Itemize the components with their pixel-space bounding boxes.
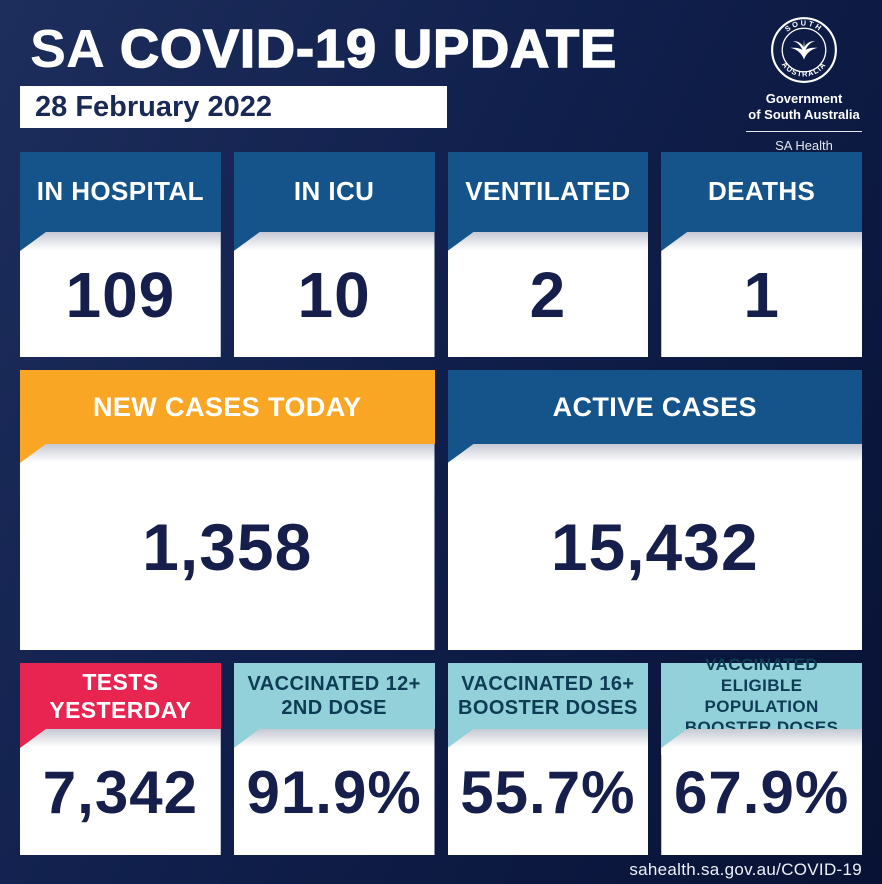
card-tests-yesterday: TESTS YESTERDAY 7,342 (20, 663, 221, 855)
gov-line-1: Government (765, 91, 843, 106)
card-new-cases-today: NEW CASES TODAY 1,358 (20, 370, 435, 650)
card-label-line1: VACCINATED 12+ (247, 672, 421, 695)
card-in-hospital: IN HOSPITAL 109 (20, 152, 221, 357)
card-header: NEW CASES TODAY (20, 370, 435, 470)
title-text: COVID-19 UPDATE (119, 19, 618, 79)
card-label-line1: VACCINATED (705, 654, 819, 674)
card-label-line1: TESTS (82, 668, 159, 695)
card-label: IN ICU (293, 176, 375, 207)
card-header: VACCINATED 16+ BOOSTER DOSES (447, 663, 649, 755)
card-value: 2 (529, 258, 567, 331)
card-body: 2 (447, 232, 649, 357)
card-body: 1,358 (20, 444, 435, 650)
gov-line-2: of South Australia (748, 107, 860, 123)
card-vaccinated-eligible-booster: VACCINATED ELIGIBLE POPULATION BOOSTER D… (661, 655, 862, 855)
card-label: VENTILATED (465, 176, 631, 207)
card-label-line2: BOOSTER DOSES (458, 697, 638, 719)
card-in-icu: IN ICU 10 (233, 152, 435, 357)
header-section: SA COVID-19 UPDATE 28 February 2022 SOUT… (20, 16, 862, 153)
card-body: 109 (20, 232, 221, 357)
card-ventilated: VENTILATED 2 (447, 152, 649, 357)
date-banner: 28 February 2022 (20, 86, 447, 128)
card-value: 10 (297, 258, 371, 331)
card-label: NEW CASES TODAY (92, 391, 362, 422)
page-title: SA COVID-19 UPDATE (30, 16, 862, 79)
card-value: 109 (65, 258, 176, 331)
title-prefix: SA (30, 19, 106, 79)
card-label-line1: VACCINATED 16+ (461, 672, 635, 695)
card-header: IN ICU (233, 152, 435, 258)
card-body: 91.9% (233, 729, 435, 855)
card-value: 1 (743, 258, 780, 331)
card-label-line2: YESTERDAY (49, 697, 192, 723)
card-header: IN HOSPITAL (20, 152, 221, 258)
card-label-line2: 2ND DOSE (281, 697, 387, 719)
bird-icon (790, 39, 818, 60)
card-value: 55.7% (460, 758, 636, 826)
card-header: VACCINATED ELIGIBLE POPULATION BOOSTER D… (661, 655, 862, 755)
card-value: 67.9% (674, 758, 850, 826)
logo-government-text: Government of South Australia (740, 91, 868, 124)
card-header: TESTS YESTERDAY (20, 663, 221, 755)
card-body: 7,342 (20, 729, 221, 855)
card-body: 67.9% (661, 729, 862, 855)
card-vaccinated-16-booster: VACCINATED 16+ BOOSTER DOSES 55.7% (447, 663, 649, 855)
card-body: 15,432 (447, 444, 862, 650)
card-header: ACTIVE CASES (447, 370, 862, 470)
sa-health-text: SA Health (775, 137, 833, 153)
card-label: ACTIVE CASES (552, 391, 757, 422)
card-label: IN HOSPITAL (36, 176, 204, 207)
card-header: VENTILATED (447, 152, 649, 258)
card-value: 7,342 (42, 758, 198, 826)
card-label-line2: ELIGIBLE POPULATION (704, 675, 819, 716)
card-body: 10 (233, 232, 435, 357)
card-vaccinated-12-2nd-dose: VACCINATED 12+ 2ND DOSE 91.9% (233, 663, 435, 855)
card-label: DEATHS (707, 176, 816, 207)
date-text: 28 February 2022 (35, 90, 272, 123)
card-value: 91.9% (246, 758, 422, 826)
card-header: DEATHS (661, 152, 862, 258)
logo-divider (746, 130, 862, 132)
card-header: VACCINATED 12+ 2ND DOSE (233, 663, 435, 755)
card-active-cases: ACTIVE CASES 15,432 (447, 370, 862, 650)
piping-shrike-emblem-icon: SOUTH AUSTRALIA (771, 17, 837, 83)
footer-url: sahealth.sa.gov.au/COVID-19 (629, 860, 862, 879)
card-deaths: DEATHS 1 (661, 152, 862, 357)
card-value: 1,358 (142, 510, 313, 584)
sa-government-logo: SOUTH AUSTRALIA Government of South Aust… (740, 16, 868, 153)
card-value: 15,432 (550, 510, 759, 584)
stat-card-grid: IN HOSPITAL 109 IN ICU 10 VENTILATED 2 (20, 152, 862, 855)
card-body: 1 (661, 232, 862, 357)
card-body: 55.7% (447, 729, 649, 855)
footer: sahealth.sa.gov.au/COVID-19 (20, 860, 862, 880)
